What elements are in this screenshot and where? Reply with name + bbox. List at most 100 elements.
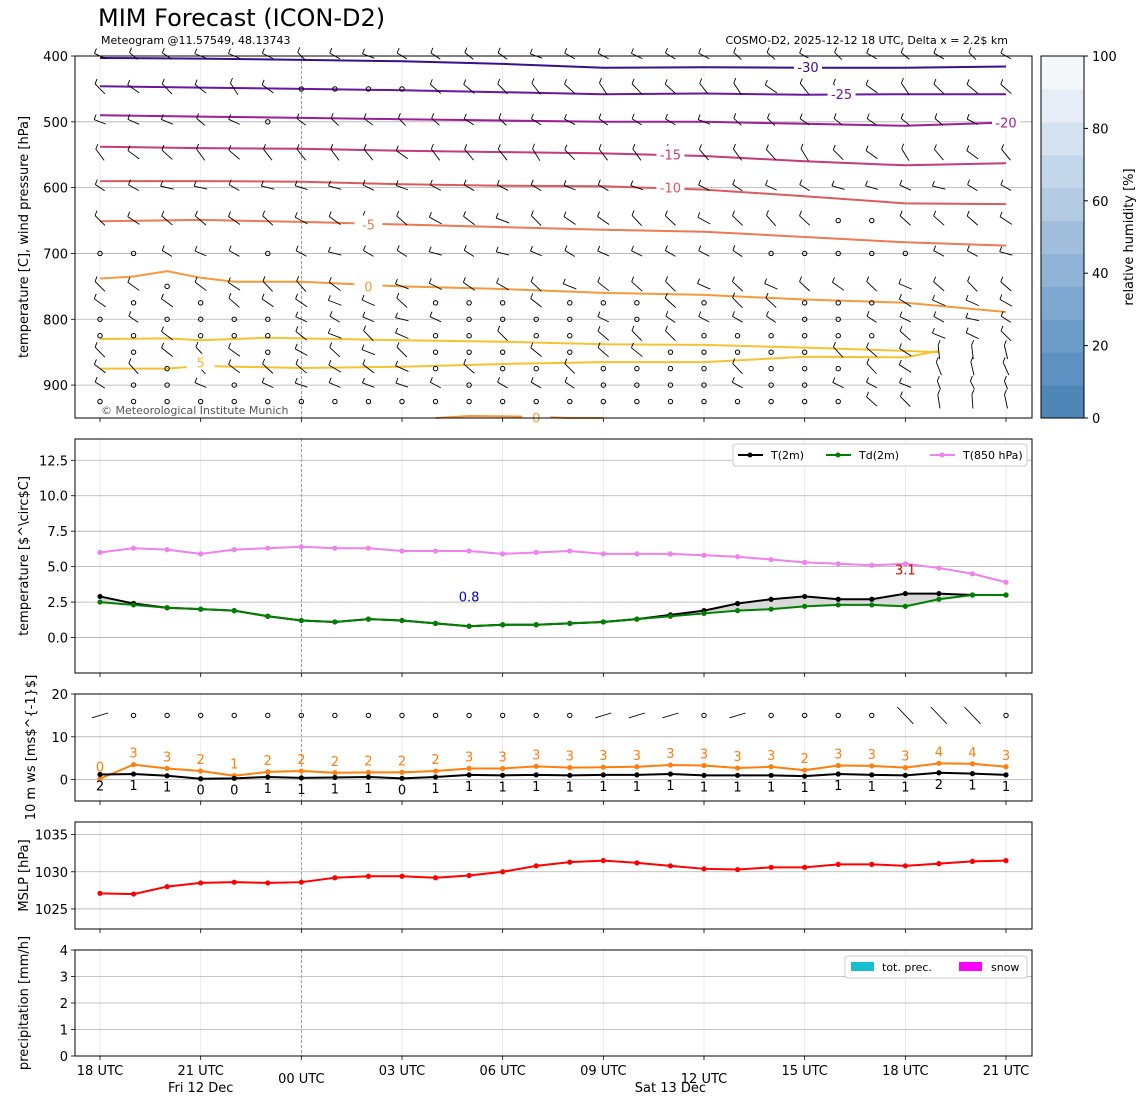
wind-barb-flag: [327, 328, 331, 334]
calm-wind-marker: [869, 333, 875, 339]
series-point: [567, 620, 573, 626]
y-tick-label: 2.5: [47, 596, 68, 611]
series-point: [835, 596, 841, 602]
wind-barb-flag: [966, 145, 970, 151]
mean-value-label: 1: [264, 782, 272, 797]
calm-wind-marker: [701, 365, 707, 372]
calm-wind-marker: [499, 712, 506, 719]
humidity-colorbar: 0 20 40 60 80 100 relative humidity [%]: [1040, 50, 1137, 427]
series-point: [600, 772, 606, 778]
wind-barb: [766, 215, 777, 227]
calm-wind-marker: [432, 398, 439, 405]
wind-barb-flag: [495, 246, 499, 252]
calm-wind-marker: [432, 349, 439, 355]
calm-wind-marker: [466, 316, 472, 322]
wind-barb-flag: [228, 342, 231, 349]
wind-barb-flag: [937, 389, 941, 395]
wind-barb-flag: [732, 276, 735, 282]
wind-barb: [430, 381, 441, 389]
wind-barb-flag: [161, 78, 165, 85]
wind-barb-flag: [900, 77, 904, 84]
wind-barb: [967, 280, 978, 292]
wind-barb-flag: [698, 245, 702, 251]
wind-barb: [866, 381, 878, 389]
isotherm-line: [100, 349, 940, 370]
temperature-legend: T(2m) Td(2m) T(850 hPa): [732, 443, 1028, 467]
isotherm-label-bg: [354, 215, 383, 232]
wind-barb: [228, 364, 241, 374]
wind-barb-flag: [866, 276, 870, 282]
wind-barb-flag: [733, 77, 737, 84]
y-tick-label: 7.5: [47, 525, 68, 540]
series-line: [99, 762, 1007, 780]
wind-barb: [766, 315, 777, 323]
series-point: [298, 544, 304, 550]
series-point: [869, 596, 875, 602]
wind-barb-flag: [999, 211, 1003, 217]
calm-wind-marker: [600, 382, 607, 388]
wind-barb-flag: [765, 144, 769, 150]
wind-barb-flag: [597, 326, 601, 332]
gust-value-label: 3: [599, 749, 607, 764]
wind-barb: [294, 185, 308, 191]
wind-barb: [295, 330, 308, 341]
wind-barb-flag: [865, 145, 869, 151]
series-point: [802, 559, 808, 565]
series-point: [130, 602, 137, 608]
series-point: [298, 617, 304, 624]
wind-barb-flag: [128, 179, 131, 185]
calm-wind-marker: [801, 316, 808, 322]
wind-barb: [832, 149, 844, 160]
y-axis-label: temperature [$^\circ$C]: [17, 476, 32, 636]
calm-wind-marker: [499, 349, 506, 355]
wind-barb-flag: [95, 143, 99, 150]
wind-barb-flag: [564, 245, 568, 251]
wind-barb-flag: [429, 79, 433, 85]
wind-barb-flag: [697, 278, 701, 284]
isotherm-line: [99, 270, 1007, 313]
series-point: [1003, 764, 1009, 770]
wind-barb: [598, 118, 608, 126]
isotherm-label-bg: [992, 113, 1020, 130]
isotherm-label: -25: [831, 88, 852, 103]
mean-value-label: 1: [868, 780, 876, 795]
legend-box: [844, 955, 1028, 979]
calm-wind-marker: [265, 119, 271, 125]
series-point: [734, 765, 741, 771]
gust-value-label: 3: [834, 747, 842, 762]
legend-entry: T(850 hPa): [962, 449, 1023, 462]
x-tick-label: 15 UTC: [781, 1064, 827, 1079]
wind-barb: [497, 184, 509, 191]
wind-barb: [733, 148, 743, 161]
wind-barb: [1000, 315, 1012, 323]
wind-barb-flag: [294, 343, 298, 349]
gust-value-label: 3: [499, 750, 507, 765]
isotherm-label: -30: [797, 61, 818, 76]
calm-wind-marker: [835, 217, 841, 224]
wind-barb-flag: [732, 245, 736, 251]
gust-value-label: 3: [1002, 749, 1010, 764]
series-point: [198, 606, 204, 612]
wind-barb-flag: [497, 377, 501, 383]
wind-barb-flag: [899, 179, 903, 186]
mean-value-label: 1: [1002, 780, 1010, 795]
wind-barb-flag: [799, 179, 803, 185]
wind-barb: [361, 349, 376, 356]
wind-barb: [161, 298, 174, 308]
wind-barb-flag: [530, 377, 534, 383]
wind-barb: [599, 82, 608, 96]
wind-barb-flag: [934, 113, 938, 119]
wind-barb-flag: [261, 48, 265, 54]
wind-barb-flag: [196, 143, 199, 150]
wind-barb-flag: [665, 113, 668, 120]
wind-barb: [429, 251, 443, 256]
gust-value-label: 4: [935, 745, 943, 760]
calm-wind-marker: [768, 365, 774, 372]
wind-barb-flag: [94, 342, 98, 348]
wind-barb: [161, 119, 174, 125]
temperature-annotation: 0.8: [459, 590, 480, 605]
wind-barb: [296, 148, 307, 161]
wind-barb: [999, 251, 1013, 256]
wind-barb: [597, 347, 609, 358]
wind-barb-flag: [262, 358, 266, 365]
